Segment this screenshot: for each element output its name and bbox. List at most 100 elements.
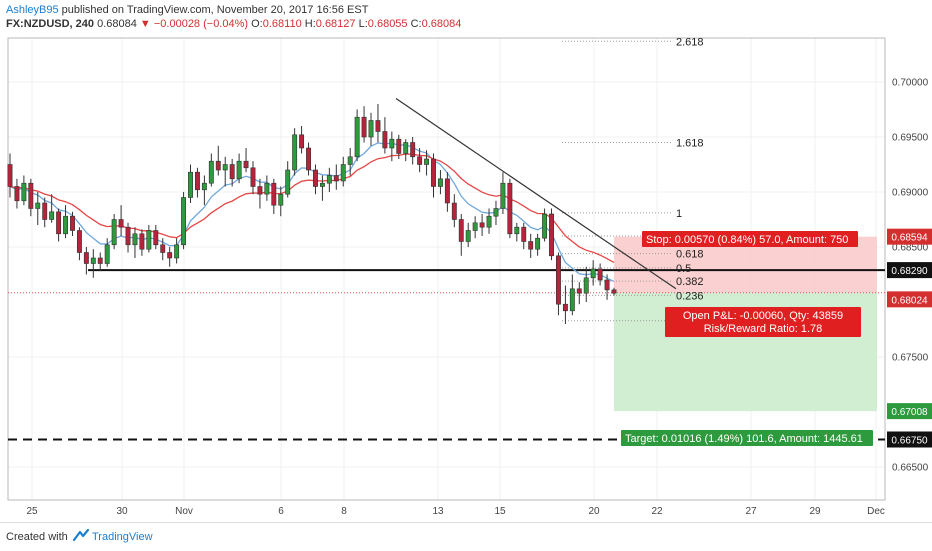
candle-body <box>514 226 520 235</box>
position-labels: Stop: 0.00570 (0.84%) 57.0, Amount: 750 T… <box>621 231 873 446</box>
candle-body <box>326 175 332 184</box>
resistance-trendline <box>395 98 677 290</box>
candle-body <box>361 116 367 138</box>
ema-fast-line <box>9 142 615 283</box>
candle-body <box>556 255 561 305</box>
stop-label: Stop: 0.00570 (0.84%) 57.0, Amount: 750 <box>646 234 848 246</box>
candle-body <box>340 164 346 182</box>
fib-level-label: 0.236 <box>676 290 704 302</box>
candle-body <box>125 226 131 246</box>
fib-level-label: 2.618 <box>676 36 704 48</box>
candle-body <box>83 252 89 264</box>
candle-body <box>167 252 173 259</box>
chart-grid <box>8 38 885 500</box>
candle-body <box>486 215 492 228</box>
candle-body <box>264 182 270 195</box>
trend-line <box>395 98 677 290</box>
candle-body <box>21 182 27 202</box>
candle-body <box>458 219 464 242</box>
price-tag: 0.68594 <box>891 233 928 244</box>
candle-body <box>583 277 589 294</box>
price-tag: 0.67008 <box>891 407 928 418</box>
created-with-text: Created with <box>6 531 68 543</box>
candle-body <box>132 233 138 246</box>
symbol-label[interactable]: FX:NZDUSD, 240 <box>6 18 95 30</box>
fib-level-label: 0.5 <box>676 263 691 275</box>
candle-body <box>375 120 381 132</box>
candle-body <box>7 164 13 187</box>
candle-body <box>535 237 541 250</box>
candle-body <box>569 288 575 312</box>
fib-level-label: 0.382 <box>676 276 704 288</box>
publish-line: AshleyB95 published on TradingView.com, … <box>6 4 368 16</box>
x-tick-label: 6 <box>278 506 284 517</box>
candle-body <box>313 169 318 187</box>
symbol-line: FX:NZDUSD, 240 0.68084 ▼ −0.00028 (−0.04… <box>6 18 461 30</box>
x-tick-label: Nov <box>175 506 193 517</box>
open-label: O: <box>251 18 263 30</box>
x-tick-label: Dec <box>867 506 885 517</box>
candle-body <box>188 171 193 198</box>
candle-body <box>111 219 117 246</box>
tradingview-brand[interactable]: TradingView <box>92 531 153 543</box>
y-tick-label: 0.66500 <box>892 463 929 474</box>
candle-body <box>396 138 402 154</box>
candle-body <box>56 211 62 235</box>
fib-level-label: 0.618 <box>676 249 704 261</box>
candle-body <box>424 158 430 165</box>
candle-body <box>465 230 471 242</box>
y-tick-label: 0.69500 <box>892 133 929 144</box>
candle-body <box>549 213 554 257</box>
price-tag: 0.68290 <box>891 266 928 277</box>
candle-body <box>590 268 596 279</box>
candle-body <box>382 131 388 149</box>
tradingview-cloud-icon[interactable] <box>70 528 90 542</box>
candle-body <box>14 186 20 202</box>
plot-frame <box>7 37 886 501</box>
x-tick-label: 29 <box>809 506 821 517</box>
candle-body <box>528 241 534 250</box>
candle-body <box>521 226 527 242</box>
candle-body <box>347 156 353 165</box>
candle-body <box>243 160 249 169</box>
fib-level-label: 1.618 <box>676 138 704 150</box>
open-value: 0.68110 <box>262 18 302 30</box>
last-price: 0.68084 <box>97 18 137 30</box>
y-tick-label: 0.67500 <box>892 353 929 364</box>
candle-body <box>493 208 499 217</box>
candle-body <box>139 233 145 250</box>
candle-body <box>97 257 103 264</box>
price-tag-bg <box>887 228 932 245</box>
author-link[interactable]: AshleyB95 <box>6 4 59 16</box>
candle-body <box>410 142 416 158</box>
candle-body <box>222 164 228 171</box>
candle-body <box>368 120 374 138</box>
candle-body <box>271 182 277 206</box>
candle-body <box>389 138 395 149</box>
candle-body <box>146 230 152 250</box>
candle-body <box>431 158 436 187</box>
pnl-box-bg <box>665 307 861 337</box>
moving-averages <box>9 142 615 283</box>
price-tag: 0.66750 <box>891 436 928 447</box>
x-tick-label: 13 <box>432 506 444 517</box>
fib-level-label: 1 <box>676 208 682 220</box>
x-tick-label: 15 <box>494 506 506 517</box>
pnl-label: Open P&L: -0.00060, Qty: 43859 <box>683 310 843 322</box>
candle-body <box>250 167 256 187</box>
candle-body <box>153 230 159 246</box>
candle-body <box>201 182 207 191</box>
price-tag-bg <box>887 431 932 448</box>
horizontal-lines <box>8 269 885 441</box>
price-tag-bg <box>887 262 932 279</box>
high-label: H: <box>304 18 316 30</box>
target-label-bg <box>621 430 873 446</box>
ema-slow-line <box>9 153 615 263</box>
low-value: 0.68055 <box>367 18 408 30</box>
candle-body <box>181 197 187 246</box>
close-value: 0.68084 <box>421 18 462 30</box>
candle-body <box>285 169 291 195</box>
candle-body <box>76 230 82 253</box>
candle-body <box>451 202 457 220</box>
